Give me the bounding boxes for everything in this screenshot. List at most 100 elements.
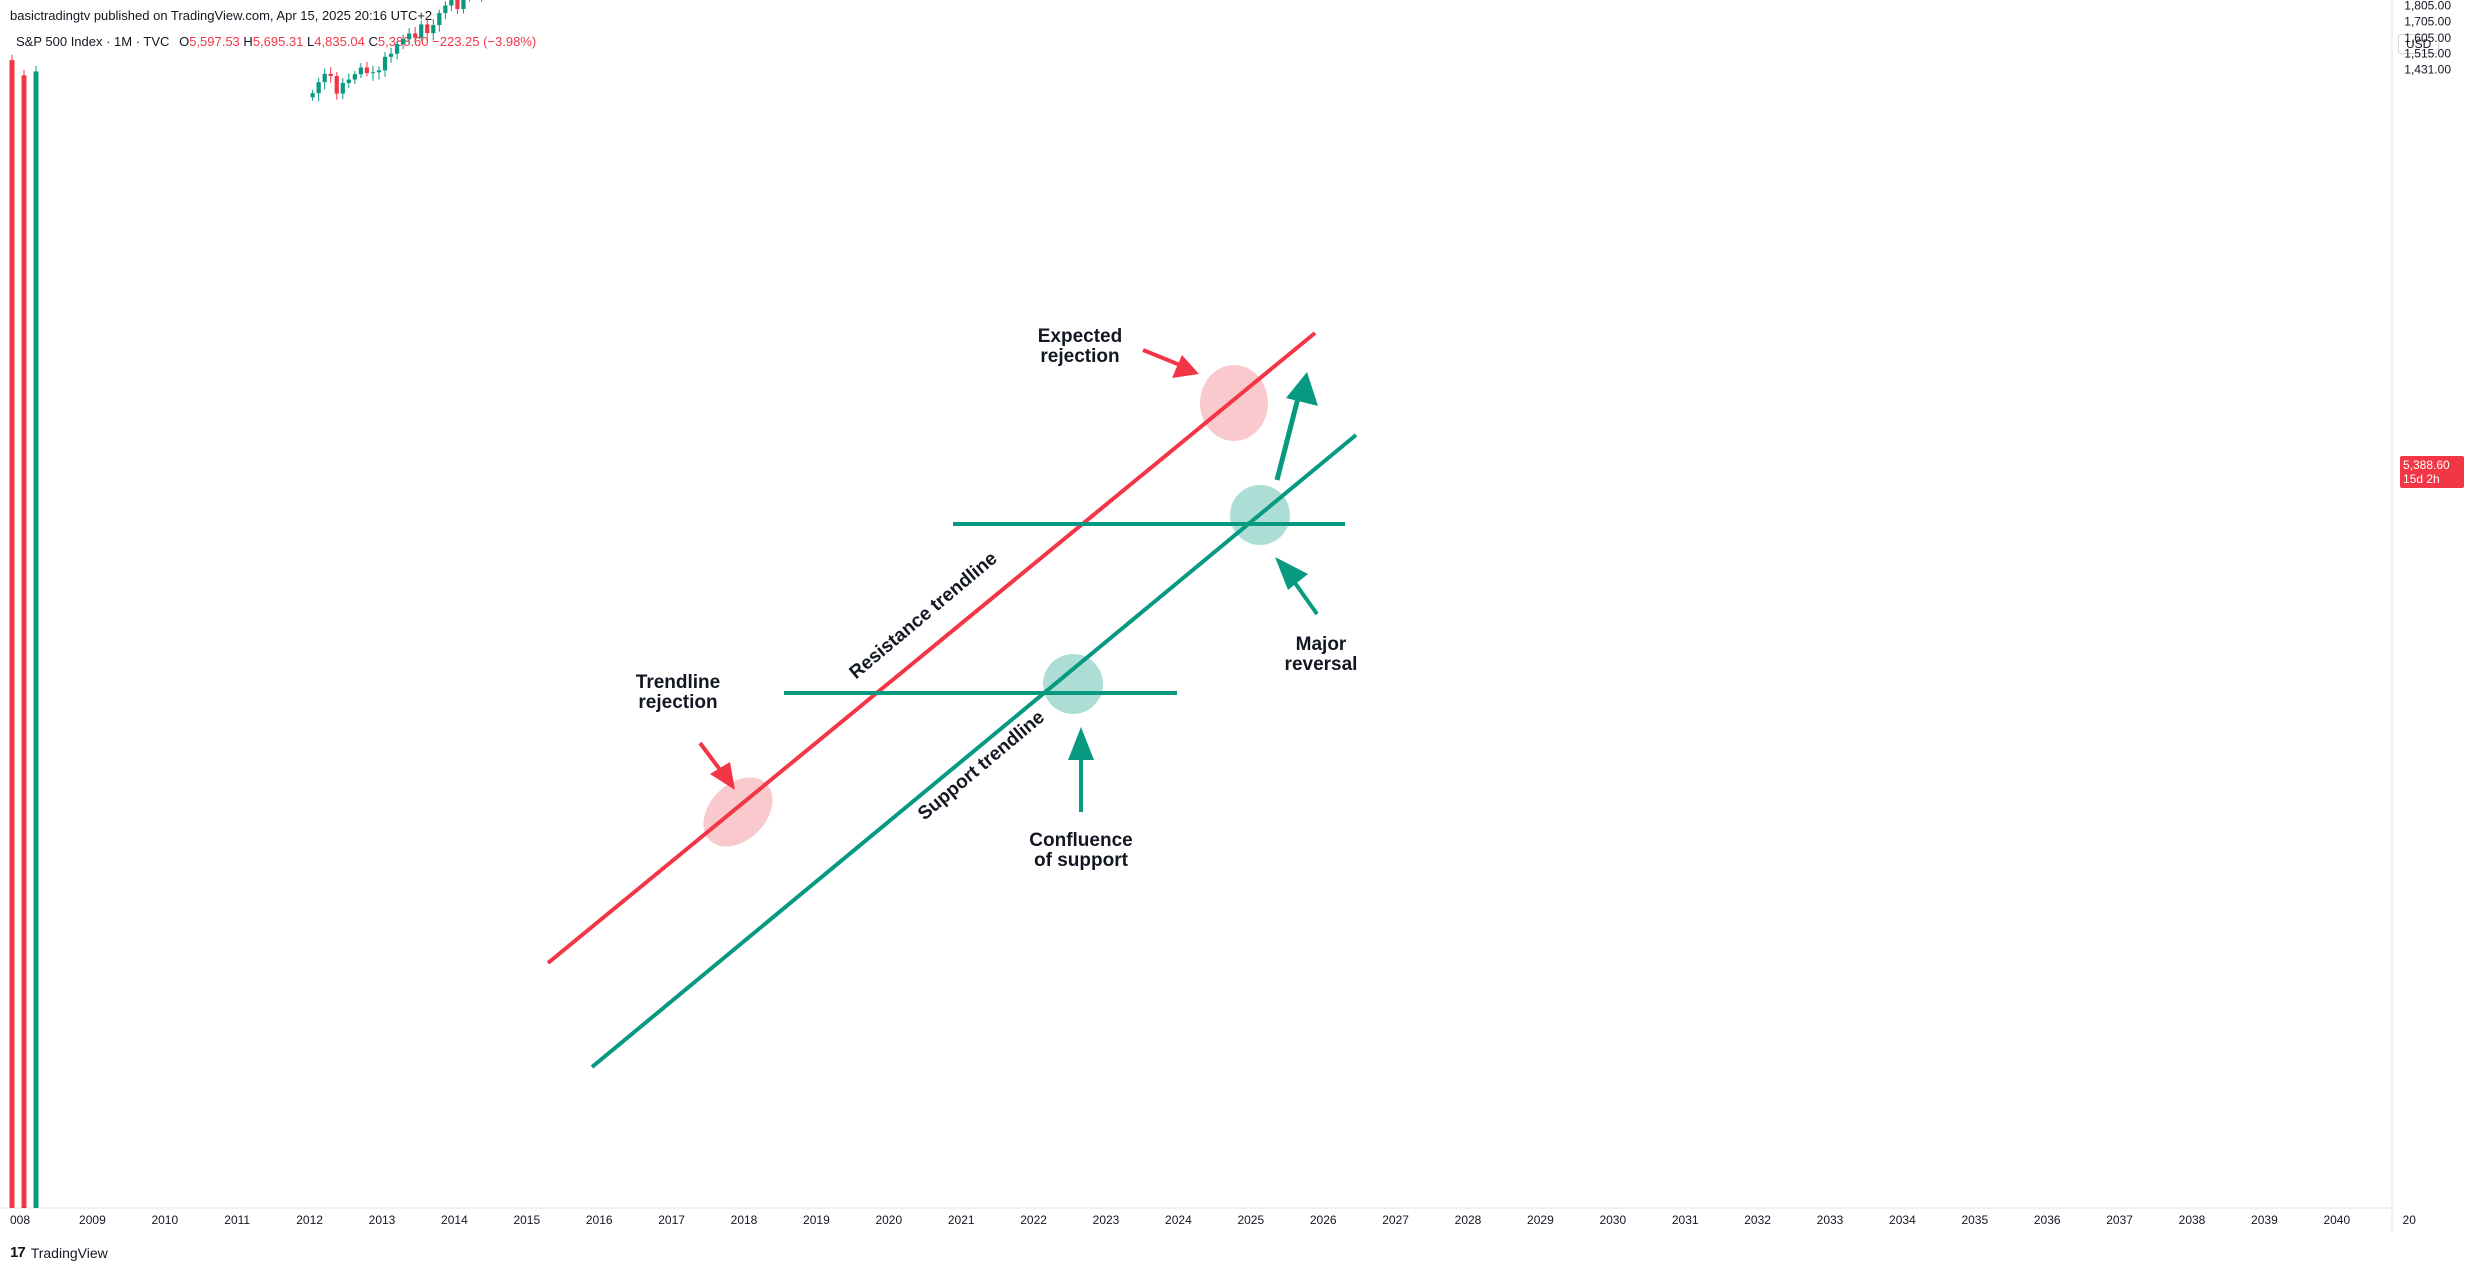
annotation-text[interactable]: Support trendline <box>914 707 1049 825</box>
symbol-name[interactable]: S&P 500 Index · 1M · TVC <box>16 34 170 49</box>
support-trendline <box>590 433 1358 1069</box>
candle-body <box>346 79 351 83</box>
time-tick-label: 2009 <box>79 1213 106 1227</box>
time-tick-label: 2028 <box>1455 1213 1482 1227</box>
arrow-expected-rejection <box>1142 348 1199 378</box>
resistance-trendline <box>546 331 1317 965</box>
low-label: L <box>307 34 315 49</box>
annotation-text[interactable]: Resistance trendline <box>846 548 1002 684</box>
candle-body <box>352 74 357 80</box>
price-tick-label: 1,705.00 <box>2404 14 2451 28</box>
last-price-value: 5,388.60 <box>2403 458 2450 472</box>
time-tick-label: 2015 <box>513 1213 540 1227</box>
change-value: −223.25 (−3.98%) <box>432 34 537 49</box>
time-tick-label: 2039 <box>2251 1213 2278 1227</box>
time-tick-label: 2037 <box>2106 1213 2133 1227</box>
time-tick-label: 2030 <box>1599 1213 1626 1227</box>
candle-body <box>401 39 406 45</box>
tradingview-logo-icon: 17 <box>10 1244 26 1261</box>
price-axis: 11,200.0010,400.009,650.008,900.008,300.… <box>2404 0 2451 76</box>
open-label: O <box>179 34 190 49</box>
time-tick-label: 2036 <box>2034 1213 2061 1227</box>
time-tick-label: 2040 <box>2323 1213 2350 1227</box>
time-tick-label: 2035 <box>1961 1213 1988 1227</box>
last-price-tag: 5,388.60 15d 2h <box>2400 456 2464 488</box>
time-tick-label: 20 <box>2403 1213 2417 1227</box>
time-tick-label: 2031 <box>1672 1213 1699 1227</box>
arrow-trendline-rejection <box>698 741 735 790</box>
candle-body <box>394 44 400 54</box>
open-value: 5,597.53 <box>189 34 240 49</box>
high-label: H <box>243 34 253 49</box>
candle-body <box>425 24 430 34</box>
time-tick-label: 2016 <box>586 1213 613 1227</box>
time-tick-label: 2038 <box>2179 1213 2206 1227</box>
time-tick-label: 2024 <box>1165 1213 1192 1227</box>
publisher-line: basictradingtv published on TradingView.… <box>10 8 433 23</box>
time-tick-label: 2026 <box>1310 1213 1337 1227</box>
time-tick-label: 2012 <box>296 1213 323 1227</box>
candle-body <box>370 72 376 74</box>
high-value: 5,695.31 <box>252 34 304 49</box>
candle-body <box>310 93 315 98</box>
candle-body <box>21 75 27 1208</box>
candle-body <box>316 82 321 94</box>
time-tick-label: 2019 <box>803 1213 830 1227</box>
price-tick-label: 1,431.00 <box>2404 62 2451 76</box>
time-tick-label: 2034 <box>1889 1213 1916 1227</box>
low-value: 4,835.04 <box>314 34 365 49</box>
arrow-up-projection <box>1274 372 1318 481</box>
annotation-text[interactable]: Confluence <box>1029 830 1132 851</box>
time-tick-label: 2025 <box>1237 1213 1264 1227</box>
time-tick-label: 2010 <box>151 1213 178 1227</box>
candle-body <box>334 75 339 94</box>
candle-body <box>431 25 436 34</box>
annotation-text[interactable]: Trendline <box>636 672 720 693</box>
price-tick-label: 1,805.00 <box>2404 0 2451 13</box>
time-tick-label: 2033 <box>1817 1213 1844 1227</box>
time-tick-label: 2014 <box>441 1213 468 1227</box>
drawings[interactable] <box>546 331 1358 1069</box>
annotation-text[interactable]: Expected <box>1038 326 1122 347</box>
candle-body <box>419 24 424 38</box>
candle-body <box>407 33 412 40</box>
candle-body <box>340 82 345 94</box>
candle-body <box>364 67 370 74</box>
arrow-major-reversal <box>1275 557 1319 616</box>
candle-body <box>358 67 363 75</box>
time-tick-label: 2020 <box>875 1213 902 1227</box>
expected-rejection-highlight <box>1200 365 1268 441</box>
annotation-text[interactable]: reversal <box>1285 654 1358 675</box>
symbol-legend: S&P 500 Index · 1M · TVC O5,597.53 H5,69… <box>16 34 536 49</box>
time-tick-label: 2013 <box>369 1213 396 1227</box>
candle-body <box>443 5 448 14</box>
annotation-text[interactable]: Major <box>1296 634 1347 655</box>
time-tick-label: 2027 <box>1382 1213 1409 1227</box>
annotation-text[interactable]: rejection <box>1040 346 1119 367</box>
time-tick-label: 2018 <box>731 1213 758 1227</box>
footer[interactable]: 17 TradingView <box>10 1244 108 1261</box>
currency-button[interactable]: USD <box>2398 34 2440 54</box>
time-tick-label: 2029 <box>1527 1213 1554 1227</box>
arrow-confluence <box>1068 727 1094 812</box>
candle-body <box>388 53 394 57</box>
candle-body <box>9 60 15 1208</box>
price-tick-label: 1,605.00 <box>2404 31 2451 45</box>
time-tick-label: 2022 <box>1020 1213 1047 1227</box>
candle-body <box>437 13 442 26</box>
time-tick-label: 2011 <box>224 1213 250 1227</box>
time-tick-label: 2032 <box>1744 1213 1771 1227</box>
candle-body <box>461 0 466 10</box>
annotation-text[interactable]: rejection <box>638 692 717 713</box>
candle-body <box>413 33 418 38</box>
price-tick-label: 1,515.00 <box>2404 47 2451 61</box>
time-tick-label: 2023 <box>1093 1213 1120 1227</box>
candle-body <box>382 56 388 71</box>
candle-body <box>455 0 460 10</box>
bar-countdown: 15d 2h <box>2403 472 2440 486</box>
confluence-highlight <box>1043 654 1103 714</box>
annotation-text[interactable]: of support <box>1034 850 1129 871</box>
time-axis: 008 2009 2010 2011 2012 2013 2014 2015 2016 2017 2… <box>10 1213 2416 1227</box>
candle-body <box>328 73 333 76</box>
